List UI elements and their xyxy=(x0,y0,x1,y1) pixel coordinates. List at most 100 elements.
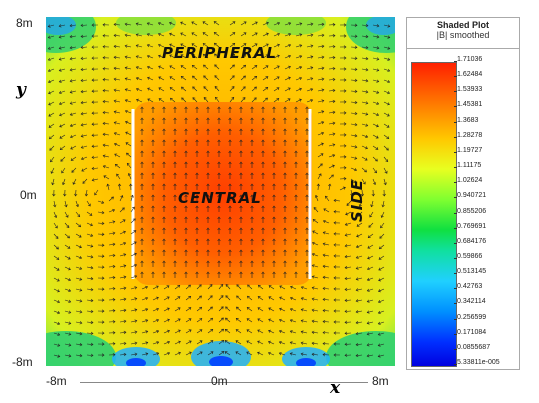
field-arrow-head xyxy=(283,271,287,275)
field-arrow xyxy=(86,343,94,345)
field-arrow xyxy=(53,233,59,239)
field-arrow-head xyxy=(217,194,221,198)
field-arrow-head xyxy=(162,227,166,231)
field-arrow xyxy=(262,54,269,59)
field-arrow-head xyxy=(195,117,199,121)
field-arrow xyxy=(94,189,99,196)
field-arrow-head xyxy=(305,128,309,132)
field-arrow-head xyxy=(90,309,94,314)
field-arrow-head xyxy=(378,278,382,282)
field-arrow-head xyxy=(123,275,127,279)
field-arrow-head xyxy=(310,33,314,37)
field-arrow-head xyxy=(112,353,116,357)
field-arrow-head xyxy=(162,205,166,209)
field-arrow-head xyxy=(333,331,337,335)
field-arrow xyxy=(114,24,121,26)
field-arrow xyxy=(97,200,104,204)
field-arrow-head xyxy=(180,76,184,79)
field-arrow xyxy=(251,97,257,103)
field-arrow-head xyxy=(140,106,144,110)
field-arrow xyxy=(257,329,264,334)
field-arrow-head xyxy=(79,288,83,292)
field-arrow xyxy=(313,207,319,213)
field-arrow xyxy=(75,266,82,270)
field-arrow xyxy=(125,110,132,114)
field-arrow-head xyxy=(94,192,98,196)
field-arrow xyxy=(130,298,137,301)
field-arrow xyxy=(268,318,275,323)
field-arrow xyxy=(378,266,385,271)
field-arrow-head xyxy=(330,174,334,178)
field-arrow-head xyxy=(123,242,127,246)
field-arrow-head xyxy=(114,153,118,157)
field-arrow-head xyxy=(67,245,71,249)
field-arrow xyxy=(119,242,126,246)
field-arrow xyxy=(169,65,176,70)
field-arrow-head xyxy=(69,35,73,39)
field-arrow-head xyxy=(101,221,105,226)
field-arrow-head xyxy=(210,340,214,343)
field-arrow-head xyxy=(134,275,138,279)
field-arrow-head xyxy=(224,340,228,343)
field-arrow xyxy=(86,266,93,269)
field-arrow xyxy=(350,123,357,126)
field-arrow-head xyxy=(321,121,325,125)
field-arrow-head xyxy=(333,265,337,269)
field-arrow-head xyxy=(162,238,166,242)
field-arrow xyxy=(356,277,363,280)
field-arrow-head xyxy=(236,284,240,288)
field-arrow xyxy=(64,354,71,357)
legend-tick: 0.855206 xyxy=(453,207,487,215)
field-arrow xyxy=(279,308,286,312)
field-arrow-head xyxy=(294,161,298,165)
field-arrow xyxy=(262,97,268,103)
field-arrow xyxy=(59,68,66,71)
field-arrow-head xyxy=(250,249,254,253)
field-arrow xyxy=(116,173,121,180)
field-arrow-head xyxy=(345,212,349,216)
field-arrow-head xyxy=(344,320,348,324)
field-arrow-head xyxy=(344,298,348,303)
field-arrow-head xyxy=(47,80,51,84)
field-arrow xyxy=(328,184,331,191)
field-arrow-head xyxy=(283,194,287,198)
field-arrow xyxy=(203,86,209,92)
field-arrow-head xyxy=(215,96,218,100)
field-arrow-head xyxy=(322,264,326,268)
field-arrow-head xyxy=(89,213,93,216)
field-arrow-head xyxy=(332,132,336,136)
field-arrow-head xyxy=(355,353,359,358)
field-arrow xyxy=(141,331,148,334)
field-arrow-head xyxy=(145,319,149,323)
field-arrow-head xyxy=(242,86,246,90)
field-arrow-head xyxy=(203,75,207,79)
field-arrow xyxy=(196,284,202,290)
field-arrow-head xyxy=(272,249,276,253)
field-arrow-head xyxy=(261,194,265,198)
field-arrow xyxy=(284,77,291,81)
legend-tick: 1.3683 xyxy=(453,116,479,124)
field-arrow-head xyxy=(289,352,293,356)
field-arrow xyxy=(86,233,93,237)
field-arrow-head xyxy=(381,204,385,208)
field-arrow xyxy=(368,233,374,238)
field-arrow-head xyxy=(130,194,134,198)
field-arrow-head xyxy=(354,145,358,149)
field-arrow-head xyxy=(151,106,155,110)
field-arrow-head xyxy=(365,90,369,94)
field-arrow-head xyxy=(124,33,128,37)
field-arrow xyxy=(317,121,324,125)
field-arrow-head xyxy=(375,147,379,150)
field-arrow-head xyxy=(177,318,181,322)
field-arrow-head xyxy=(367,245,371,249)
field-arrow xyxy=(247,295,253,301)
field-arrow-head xyxy=(123,341,127,346)
legend-tick: 0.513145 xyxy=(453,268,487,276)
field-arrow xyxy=(229,86,235,92)
legend-header: Shaded Plot |B| smoothed xyxy=(407,18,519,49)
field-arrow-head xyxy=(126,162,130,166)
field-arrow xyxy=(130,353,137,356)
field-arrow-head xyxy=(80,56,84,61)
field-arrow xyxy=(174,307,181,312)
field-arrow-head xyxy=(305,260,309,264)
